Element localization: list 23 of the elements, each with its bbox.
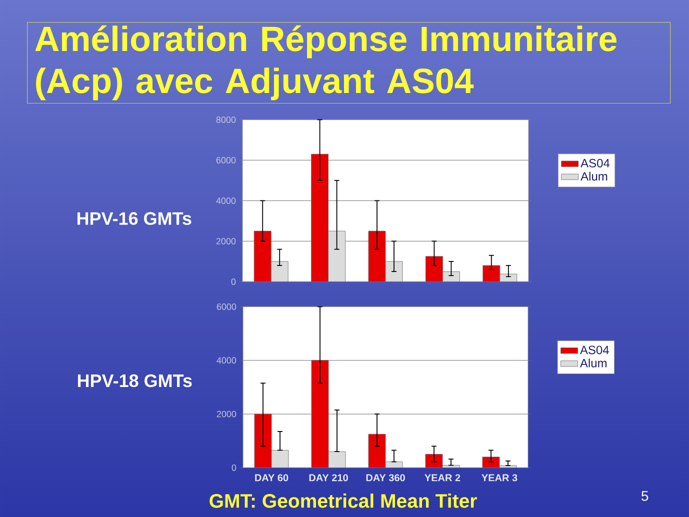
legend-label: AS04 (580, 158, 610, 168)
y-tick-label: 6000 (216, 157, 236, 164)
x-tick-label: YEAR 2 (424, 474, 460, 482)
x-tick-label: DAY 60 (255, 474, 288, 482)
y-tick-label: 2000 (216, 410, 236, 418)
legend-label: Alum (580, 358, 606, 368)
y-tick-label: 0 (232, 464, 236, 471)
y-tick-label: 6000 (216, 304, 236, 310)
x-tick-label: YEAR 3 (482, 474, 518, 482)
text: GMT: Geometrical Mean Titer (210, 494, 477, 508)
y-axis-title: HPV-16 GMTs (77, 212, 192, 225)
legend-label: AS04 (580, 346, 609, 354)
chart-title: Amélioration Réponse Immunitaire (Acp) avec Adjuvant AS04 (35, 25, 617, 100)
legend-label: Alum (580, 172, 608, 181)
y-tick-label: 8000 (216, 116, 236, 123)
x-tick-label: DAY 360 (366, 474, 405, 482)
y-tick-label: 4000 (216, 357, 236, 364)
y-tick-label: 4000 (216, 198, 236, 204)
y-tick-label: 2000 (216, 238, 236, 244)
y-axis-title: HPV-18 GMTs (78, 374, 192, 388)
x-tick-label: DAY 210 (309, 474, 348, 482)
text: 5 (642, 491, 648, 501)
y-tick-label: 0 (231, 278, 236, 285)
